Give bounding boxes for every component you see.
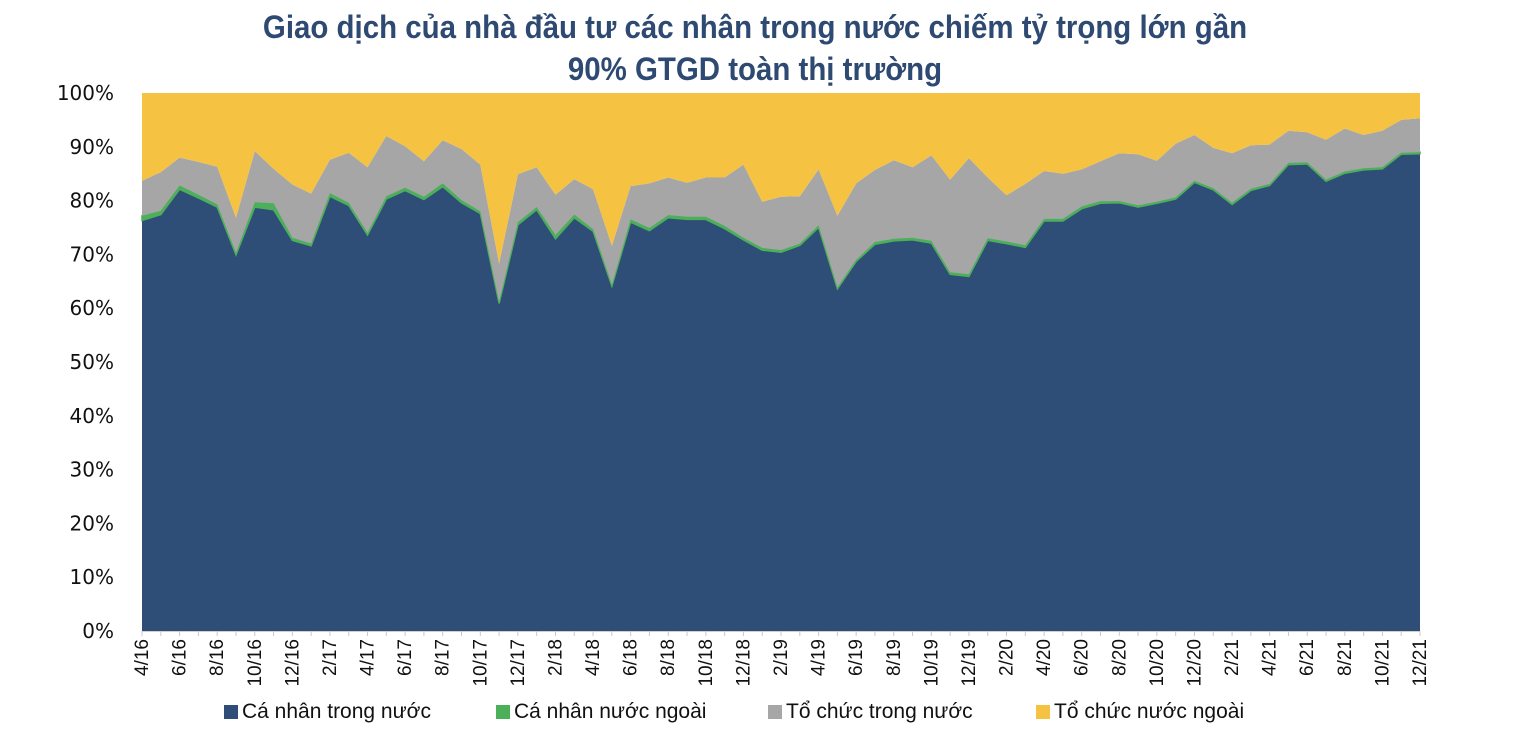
x-tick-label: 12/18 (733, 639, 754, 687)
chart-title-line-1: Giao dịch của nhà đầu tư các nhân trong … (262, 9, 1248, 45)
x-tick-label: 10/16 (245, 639, 266, 687)
x-tick-label: 12/19 (959, 639, 980, 687)
plot-area (141, 93, 1421, 632)
chart-title-line-2: 90% GTGD toàn thị trường (567, 51, 943, 87)
x-tick-label: 6/17 (395, 639, 416, 676)
legend-item-ca-nhan-trong-nuoc: Cá nhân trong nước (224, 700, 431, 724)
y-tick-label: 100% (57, 81, 114, 105)
y-tick-label: 60% (70, 296, 114, 320)
x-tick-label: 12/17 (508, 639, 529, 687)
y-tick-label: 90% (70, 135, 114, 159)
x-tick-label: 10/20 (1147, 639, 1168, 687)
x-tick-label: 6/20 (1072, 639, 1093, 676)
area-to-chuc-trong-nuoc (142, 118, 1420, 302)
x-tick-label: 2/17 (320, 639, 341, 676)
y-tick-label: 80% (70, 189, 114, 213)
legend-swatch-icon (224, 705, 238, 719)
area-ca-nhan-trong-nuoc (142, 153, 1420, 632)
x-tick-label: 8/17 (433, 639, 454, 676)
legend-label: Cá nhân trong nước (242, 700, 431, 723)
x-axis: 4/16 6/16 8/16 10/16 12/16 2/17 4/17 6/17 8/17 10… (132, 631, 1431, 687)
x-tick-label: 12/21 (1410, 639, 1431, 687)
area-to-chuc-nuoc-ngoai (142, 93, 1420, 264)
x-tick-label: 8/21 (1335, 639, 1356, 676)
legend-swatch-icon (1036, 705, 1050, 719)
legend-swatch-icon (496, 705, 510, 719)
x-tick-label: 10/18 (696, 639, 717, 687)
y-axis: 0% 10% 20% 30% 40% 50% 60% 70% 80% 90% 100% (57, 81, 114, 643)
x-tick-label: 2/18 (545, 639, 566, 676)
legend-swatch-icon (768, 705, 782, 719)
x-tick-label: 10/17 (470, 639, 491, 687)
x-tick-label: 12/20 (1184, 639, 1205, 687)
y-tick-label: 70% (70, 242, 114, 266)
x-tick-label: 4/20 (1034, 639, 1055, 676)
legend-item-ca-nhan-nuoc-ngoai: Cá nhân nước ngoài (496, 700, 706, 724)
legend-item-to-chuc-trong-nuoc: Tổ chức trong nước (768, 700, 973, 724)
y-tick-label: 20% (70, 511, 114, 535)
x-tick-label: 8/20 (1109, 639, 1130, 676)
x-tick-label: 8/16 (207, 639, 228, 676)
y-tick-label: 50% (70, 350, 114, 374)
x-tick-label: 4/16 (132, 639, 153, 676)
x-tick-label: 4/18 (583, 639, 604, 676)
x-tick-label: 2/21 (1222, 639, 1243, 676)
y-tick-label: 30% (70, 458, 114, 482)
x-tick-label: 4/21 (1260, 639, 1281, 676)
x-tick-label: 6/19 (846, 639, 867, 676)
y-tick-label: 10% (70, 565, 114, 589)
legend: Cá nhân trong nước Cá nhân nước ngoài Tổ… (0, 700, 1526, 730)
x-tick-label: 6/16 (170, 639, 191, 676)
x-tick-label: 12/16 (282, 639, 303, 687)
x-tick-label: 4/17 (358, 639, 379, 676)
chart-title: Giao dịch của nhà đầu tư các nhân trong … (60, 6, 1449, 90)
legend-item-to-chuc-nuoc-ngoai: Tổ chức nước ngoài (1036, 700, 1244, 724)
y-tick-label: 0% (82, 619, 114, 643)
x-tick-label: 2/19 (771, 639, 792, 676)
x-tick-label: 4/19 (809, 639, 830, 676)
x-tick-label: 6/18 (621, 639, 642, 676)
legend-label: Cá nhân nước ngoài (514, 700, 707, 723)
x-tick-label: 10/21 (1372, 639, 1393, 687)
x-tick-label: 8/18 (658, 639, 679, 676)
x-tick-label: 8/19 (884, 639, 905, 676)
x-tick-label: 6/21 (1297, 639, 1318, 676)
legend-label: Tổ chức nước ngoài (1054, 700, 1245, 723)
y-tick-label: 40% (70, 404, 114, 428)
x-tick-label: 10/19 (921, 639, 942, 687)
legend-label: Tổ chức trong nước (786, 700, 973, 723)
x-tick-label: 2/20 (997, 639, 1018, 676)
